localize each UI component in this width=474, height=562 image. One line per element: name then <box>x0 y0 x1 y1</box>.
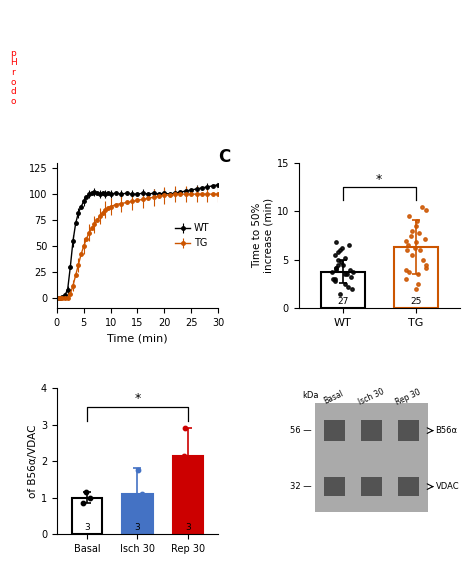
Point <box>334 256 342 265</box>
Text: 3: 3 <box>84 523 90 532</box>
Text: 3: 3 <box>185 523 191 532</box>
Point <box>416 228 423 237</box>
Point <box>347 273 355 282</box>
Point <box>402 236 410 245</box>
Text: 32 —: 32 — <box>290 482 311 491</box>
Point <box>180 451 187 460</box>
Y-axis label: Time to 50%
increase (min): Time to 50% increase (min) <box>252 198 274 273</box>
Point <box>182 424 189 433</box>
Text: 56 —: 56 — <box>290 426 311 435</box>
Point <box>332 263 339 272</box>
Point <box>341 280 348 289</box>
Text: 25: 25 <box>410 297 421 306</box>
Point <box>138 490 146 498</box>
Point <box>404 241 411 250</box>
Point <box>408 251 415 260</box>
Text: 10 min: 10 min <box>362 11 396 21</box>
Bar <box>320 271 365 309</box>
Point <box>407 231 414 240</box>
Bar <box>361 477 382 496</box>
Text: Basal: Basal <box>323 389 346 406</box>
Text: kDa: kDa <box>302 391 319 400</box>
Bar <box>122 494 153 534</box>
Point <box>349 267 357 276</box>
Point <box>349 284 356 293</box>
Point <box>405 212 413 221</box>
Point <box>402 275 410 284</box>
Bar <box>315 403 428 512</box>
Point <box>341 253 349 262</box>
Point <box>346 265 354 274</box>
Point <box>136 511 144 520</box>
Text: 2 min: 2 min <box>240 11 267 21</box>
Text: 20μm: 20μm <box>93 133 115 142</box>
Point <box>332 263 339 272</box>
Point <box>422 263 429 272</box>
Legend: WT, TG: WT, TG <box>172 219 213 252</box>
Bar <box>398 420 419 441</box>
Bar <box>361 420 382 441</box>
Point <box>341 270 348 279</box>
Point <box>336 289 344 298</box>
Text: 3: 3 <box>135 523 140 532</box>
Bar <box>324 420 345 441</box>
Point <box>184 475 191 484</box>
Bar <box>173 456 203 534</box>
Bar <box>394 247 438 309</box>
Point <box>335 260 342 269</box>
Text: 27: 27 <box>337 297 348 306</box>
Point <box>345 241 353 250</box>
Text: C: C <box>218 148 230 166</box>
Text: p
H
r
o
d
o: p H r o d o <box>10 48 17 106</box>
Point <box>331 251 338 260</box>
Point <box>405 267 412 276</box>
Text: *: * <box>134 392 141 405</box>
Point <box>403 246 411 255</box>
Point <box>418 202 426 211</box>
Text: VDAC: VDAC <box>436 482 459 491</box>
Point <box>408 226 416 235</box>
Y-axis label: of B56α/VDAC: of B56α/VDAC <box>28 424 38 498</box>
Point <box>86 493 94 502</box>
Point <box>334 248 342 257</box>
Text: Rep 30: Rep 30 <box>394 387 422 407</box>
Bar <box>324 477 345 496</box>
Point <box>422 205 430 214</box>
Bar <box>72 497 102 534</box>
Point <box>328 267 336 276</box>
Point <box>332 238 340 247</box>
Point <box>336 246 344 255</box>
Text: Isch 30: Isch 30 <box>357 387 385 407</box>
Point <box>414 280 422 289</box>
Point <box>332 265 340 274</box>
Point <box>331 275 339 284</box>
Point <box>419 256 427 265</box>
Bar <box>398 477 419 496</box>
Text: B56α: B56α <box>436 426 457 435</box>
Point <box>422 260 430 269</box>
Point <box>344 283 351 292</box>
Point <box>412 284 420 293</box>
Point <box>134 466 142 475</box>
Point <box>413 217 420 226</box>
Point <box>339 260 347 269</box>
Point <box>412 238 419 247</box>
Point <box>421 234 428 243</box>
Text: *: * <box>376 173 383 186</box>
Point <box>410 244 418 253</box>
X-axis label: Time (min): Time (min) <box>107 334 168 344</box>
Point <box>414 270 422 279</box>
Point <box>412 221 420 230</box>
Point <box>331 277 339 286</box>
Point <box>402 265 410 274</box>
Text: 0 min: 0 min <box>100 11 128 21</box>
Point <box>338 244 346 253</box>
Point <box>337 257 345 266</box>
Point <box>416 246 424 255</box>
Point <box>82 488 90 497</box>
Point <box>329 275 337 284</box>
Point <box>343 270 351 279</box>
Point <box>79 498 87 507</box>
